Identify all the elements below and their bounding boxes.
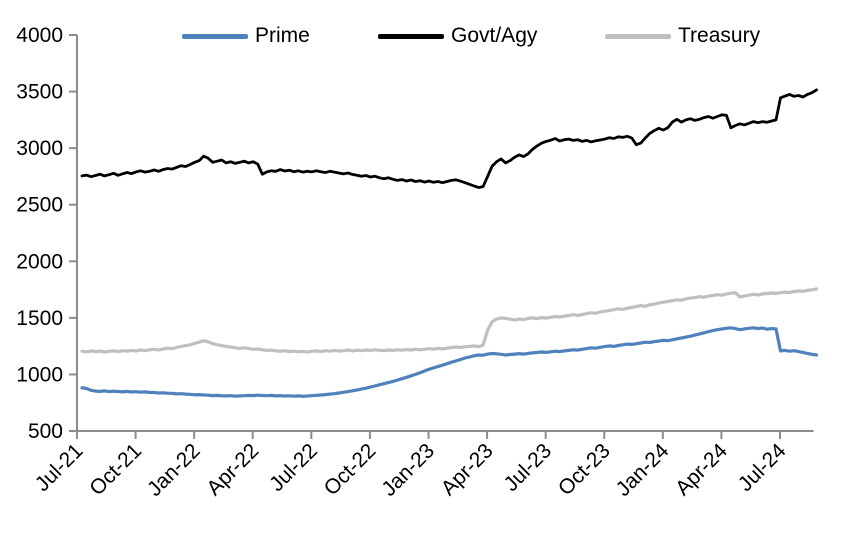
x-tick-label: Oct-21 <box>85 439 146 500</box>
y-tick-label: 500 <box>28 420 63 443</box>
y-tick-label: 2500 <box>16 194 63 217</box>
y-tick-label: 2000 <box>16 250 63 273</box>
x-tick-label: Apr-22 <box>202 439 263 500</box>
series-line-govt-agy <box>80 88 818 189</box>
y-tick-label: 3000 <box>16 137 63 160</box>
y-tick-label: 1500 <box>16 307 63 330</box>
x-tick-label: Jul-21 <box>31 439 88 496</box>
x-tick-label: Jul-23 <box>499 439 556 496</box>
series-line-treasury <box>80 287 819 354</box>
x-tick-label: Oct-23 <box>554 439 615 500</box>
x-tick-label: Oct-22 <box>320 439 381 500</box>
x-tick-label: Jul-22 <box>265 439 322 496</box>
x-tick-label: Jan-23 <box>377 439 439 501</box>
x-tick-label: Jan-24 <box>612 439 674 501</box>
y-tick-label: 3500 <box>16 81 63 104</box>
x-tick-label: Jul-24 <box>734 439 791 496</box>
x-tick-label: Apr-24 <box>671 439 732 500</box>
y-tick-label: 4000 <box>16 24 63 47</box>
x-tick-label: Jan-22 <box>143 439 205 501</box>
series-line-prime <box>80 326 819 398</box>
y-tick-label: 1000 <box>16 363 63 386</box>
x-tick-label: Apr-23 <box>437 439 498 500</box>
